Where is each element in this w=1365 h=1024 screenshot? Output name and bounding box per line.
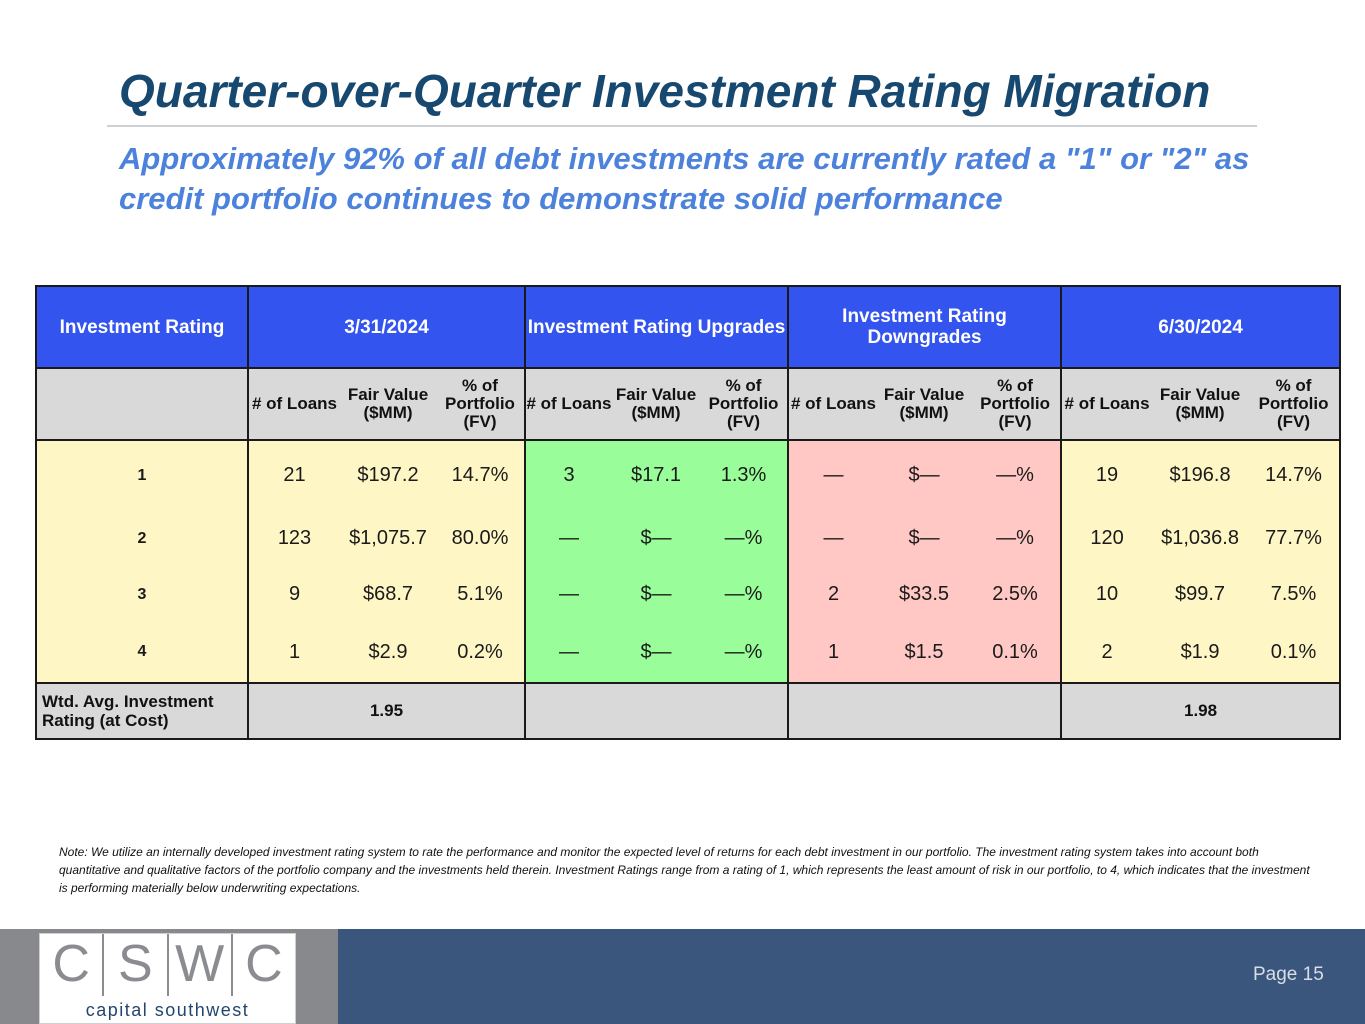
- downgrade-loans-cell: —: [788, 440, 879, 511]
- page-title: Quarter-over-Quarter Investment Rating M…: [119, 65, 1211, 117]
- downgrade-fair-value-cell: $—: [878, 510, 971, 567]
- logo-letter: W: [169, 934, 233, 996]
- header-investment-rating: Investment Rating: [35, 284, 249, 370]
- table-row: 1 21 $197.2 14.7% 3 $17.1 1.3% — $— —% 1…: [35, 440, 1342, 511]
- company-logo: C S W C capital southwest: [39, 933, 296, 1024]
- upgrade-percent-cell: —%: [700, 622, 790, 683]
- q2-fair-value-cell: $1,036.8: [1152, 510, 1249, 567]
- q1-fair-value-cell: $197.2: [340, 440, 436, 511]
- upgrade-percent-cell: 1.3%: [700, 440, 790, 511]
- subheader-fair-value: Fair Value ($MM): [612, 368, 700, 442]
- table-group-header-row: Investment Rating 3/31/2024 Investment R…: [35, 284, 1342, 370]
- downgrade-loans-cell: 1: [788, 622, 879, 683]
- downgrade-percent-cell: 2.5%: [970, 566, 1063, 623]
- subheader-percent: % of Portfolio (FV): [970, 368, 1063, 442]
- upgrade-fair-value-cell: $—: [612, 566, 700, 623]
- subheader-fair-value: Fair Value ($MM): [1152, 368, 1249, 442]
- downgrade-percent-cell: —%: [970, 440, 1063, 511]
- downgrade-fair-value-cell: $33.5: [878, 566, 971, 623]
- subheader-percent: % of Portfolio (FV): [436, 368, 526, 442]
- subheader-loans: # of Loans: [1061, 368, 1153, 442]
- weighted-average-label: Wtd. Avg. Investment Rating (at Cost): [35, 681, 249, 741]
- header-q2-date: 6/30/2024: [1060, 284, 1342, 370]
- subheader-loans: # of Loans: [788, 368, 879, 442]
- rating-cell: 1: [35, 440, 249, 511]
- rating-migration-table: Investment Rating 3/31/2024 Investment R…: [35, 284, 1342, 741]
- logo-letter: C: [40, 934, 105, 996]
- upgrade-fair-value-cell: $17.1: [612, 440, 700, 511]
- weighted-average-upgrades-empty: [525, 681, 790, 741]
- subheader-fair-value: Fair Value ($MM): [878, 368, 971, 442]
- q1-fair-value-cell: $2.9: [340, 622, 436, 683]
- upgrade-percent-cell: —%: [700, 566, 790, 623]
- header-upgrades: Investment Rating Upgrades: [523, 284, 790, 370]
- downgrade-percent-cell: 0.1%: [970, 622, 1063, 683]
- q2-loans-cell: 120: [1061, 510, 1153, 567]
- logo-tagline: capital southwest: [85, 1000, 250, 1020]
- q1-loans-cell: 9: [248, 566, 340, 623]
- header-downgrades: Investment Rating Downgrades: [787, 284, 1063, 370]
- q2-fair-value-cell: $99.7: [1152, 566, 1249, 623]
- logo-wordmark: C S W C: [40, 934, 295, 996]
- table-row: 3 9 $68.7 5.1% — $— —% 2 $33.5 2.5% 10 $…: [35, 566, 1342, 623]
- upgrade-loans-cell: 3: [525, 440, 612, 511]
- q1-loans-cell: 123: [248, 510, 340, 567]
- downgrade-loans-cell: 2: [788, 566, 879, 623]
- q1-fair-value-cell: $1,075.7: [340, 510, 436, 567]
- weighted-average-q1: 1.95: [248, 681, 526, 741]
- q1-fair-value-cell: $68.7: [340, 566, 436, 623]
- subheader-fair-value: Fair Value ($MM): [340, 368, 436, 442]
- subheader-loans: # of Loans: [525, 368, 612, 442]
- q2-percent-cell: 0.1%: [1248, 622, 1342, 683]
- subheader-percent: % of Portfolio (FV): [1248, 368, 1342, 442]
- downgrade-fair-value-cell: $—: [878, 440, 971, 511]
- q1-loans-cell: 1: [248, 622, 340, 683]
- upgrade-fair-value-cell: $—: [612, 622, 700, 683]
- subheader-percent: % of Portfolio (FV): [700, 368, 790, 442]
- header-q1-date: 3/31/2024: [247, 284, 526, 370]
- q1-percent-cell: 14.7%: [436, 440, 526, 511]
- q2-loans-cell: 19: [1061, 440, 1153, 511]
- upgrade-loans-cell: —: [525, 510, 612, 567]
- downgrade-fair-value-cell: $1.5: [878, 622, 971, 683]
- upgrade-percent-cell: —%: [700, 510, 790, 567]
- downgrade-loans-cell: —: [788, 510, 879, 567]
- rating-cell: 2: [35, 510, 249, 567]
- q2-percent-cell: 14.7%: [1248, 440, 1342, 511]
- table-row: 2 123 $1,075.7 80.0% — $— —% — $— —% 120…: [35, 510, 1342, 567]
- q1-percent-cell: 5.1%: [436, 566, 526, 623]
- logo-letter: S: [104, 934, 169, 996]
- logo-letter: C: [245, 935, 283, 993]
- q2-percent-cell: 7.5%: [1248, 566, 1342, 623]
- upgrade-fair-value-cell: $—: [612, 510, 700, 567]
- q2-percent-cell: 77.7%: [1248, 510, 1342, 567]
- subheader-loans: # of Loans: [248, 368, 340, 442]
- q2-loans-cell: 2: [1061, 622, 1153, 683]
- q2-fair-value-cell: $1.9: [1152, 622, 1249, 683]
- table-row: 4 1 $2.9 0.2% — $— —% 1 $1.5 0.1% 2 $1.9…: [35, 622, 1342, 683]
- q1-percent-cell: 80.0%: [436, 510, 526, 567]
- weighted-average-row: Wtd. Avg. Investment Rating (at Cost) 1.…: [35, 681, 1342, 741]
- q1-percent-cell: 0.2%: [436, 622, 526, 683]
- weighted-average-q2: 1.98: [1061, 681, 1342, 741]
- q2-loans-cell: 10: [1061, 566, 1153, 623]
- page-subtitle: Approximately 92% of all debt investment…: [119, 141, 1250, 216]
- q2-fair-value-cell: $196.8: [1152, 440, 1249, 511]
- downgrade-percent-cell: —%: [970, 510, 1063, 567]
- upgrade-loans-cell: —: [525, 622, 612, 683]
- subheader-empty: [35, 368, 249, 442]
- upgrade-loans-cell: —: [525, 566, 612, 623]
- rating-cell: 3: [35, 566, 249, 623]
- rating-cell: 4: [35, 622, 249, 683]
- weighted-average-downgrades-empty: [788, 681, 1063, 741]
- table-subheader-row: # of Loans Fair Value ($MM) % of Portfol…: [35, 368, 1342, 442]
- footnote: Note: We utilize an internally developed…: [59, 845, 1310, 895]
- title-divider: [107, 125, 1257, 127]
- q1-loans-cell: 21: [248, 440, 340, 511]
- page-number: Page 15: [1253, 964, 1324, 985]
